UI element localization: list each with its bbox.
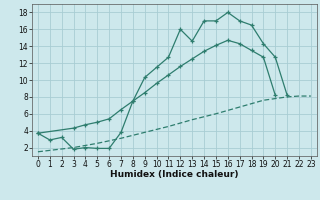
X-axis label: Humidex (Indice chaleur): Humidex (Indice chaleur) [110,170,239,179]
